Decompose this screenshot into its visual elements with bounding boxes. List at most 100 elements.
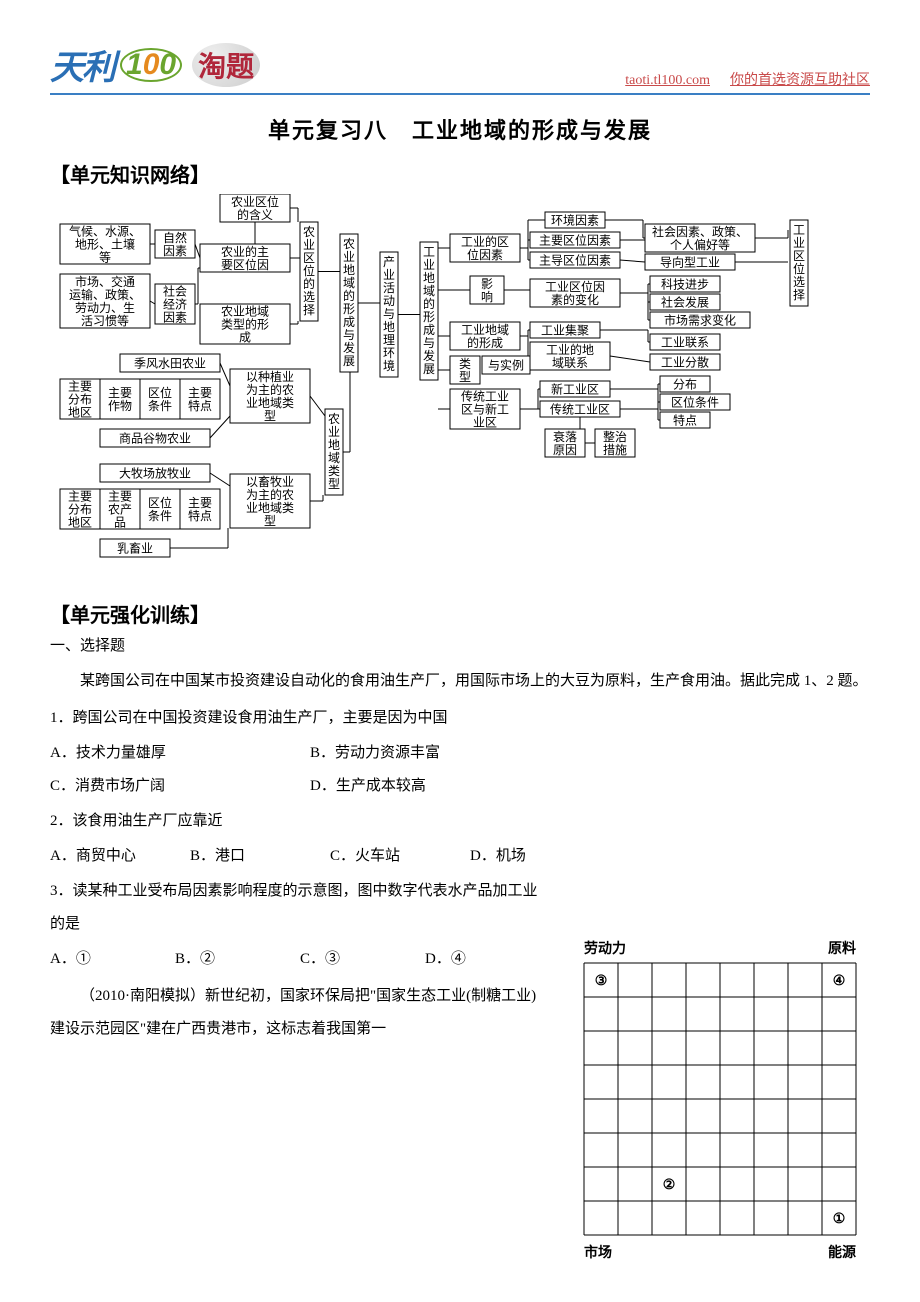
svg-text:展: 展 — [343, 354, 355, 368]
logo-taoti: 淘题 — [192, 43, 260, 87]
svg-text:主要: 主要 — [68, 380, 92, 394]
svg-text:特点: 特点 — [673, 413, 697, 428]
svg-text:主导区位因素: 主导区位因素 — [539, 253, 611, 268]
svg-text:环: 环 — [383, 346, 395, 360]
svg-text:形: 形 — [343, 302, 355, 316]
q2-options: A．商贸中心 B．港口 C．火车站 D．机场 — [50, 840, 870, 873]
svg-text:区位条件: 区位条件 — [671, 395, 719, 410]
svg-text:形: 形 — [423, 310, 435, 324]
svg-text:工: 工 — [423, 245, 435, 259]
svg-text:位因素: 位因素 — [467, 247, 503, 262]
svg-text:社会因素、政策、: 社会因素、政策、 — [652, 224, 748, 239]
header-tagline: 你的首选资源互助社区 — [730, 69, 870, 89]
svg-text:市场、交通: 市场、交通 — [75, 274, 135, 289]
svg-text:农业的主: 农业的主 — [221, 244, 269, 259]
svg-text:活: 活 — [383, 281, 395, 295]
svg-text:能源: 能源 — [828, 1244, 856, 1261]
svg-text:型: 型 — [264, 409, 276, 423]
svg-text:工业分散: 工业分散 — [661, 355, 709, 370]
svg-text:农业地域: 农业地域 — [221, 305, 269, 319]
svg-text:业: 业 — [423, 258, 435, 272]
svg-text:型: 型 — [328, 477, 340, 491]
svg-text:整治: 整治 — [603, 429, 627, 444]
svg-text:择: 择 — [303, 303, 315, 317]
svg-text:工业联系: 工业联系 — [661, 336, 709, 350]
svg-text:乳畜业: 乳畜业 — [117, 541, 153, 556]
svg-text:地: 地 — [328, 438, 340, 452]
svg-text:要区位因: 要区位因 — [221, 257, 269, 272]
svg-text:品: 品 — [114, 516, 126, 530]
svg-text:展: 展 — [423, 362, 435, 376]
svg-text:的: 的 — [423, 296, 435, 311]
svg-text:特点: 特点 — [188, 508, 212, 523]
tail-paragraph: （2010·南阳模拟）新世纪初，国家环保局把"国家生态工业(制糖工业)建设示范园… — [50, 980, 550, 1046]
svg-text:成: 成 — [239, 331, 251, 345]
svg-text:类: 类 — [459, 357, 471, 371]
svg-text:因素: 因素 — [163, 311, 187, 325]
svg-text:类型的形: 类型的形 — [221, 317, 269, 332]
svg-text:的含义: 的含义 — [237, 207, 273, 222]
svg-text:动: 动 — [383, 294, 395, 308]
svg-text:社会: 社会 — [163, 284, 187, 299]
svg-text:发: 发 — [423, 348, 435, 363]
q1-opt-a: A．技术力量雄厚 — [50, 737, 310, 770]
svg-text:业: 业 — [303, 238, 315, 252]
svg-text:型: 型 — [264, 514, 276, 528]
svg-text:工业区位因: 工业区位因 — [545, 279, 605, 294]
svg-text:择: 择 — [793, 288, 805, 302]
svg-text:域: 域 — [343, 276, 355, 290]
svg-text:分布: 分布 — [673, 378, 697, 392]
svg-text:地区: 地区 — [68, 516, 92, 530]
svg-text:③: ③ — [595, 974, 608, 989]
svg-text:大牧场放牧业: 大牧场放牧业 — [119, 466, 191, 481]
q2-stem: 2．该食用油生产厂应靠近 — [50, 805, 870, 838]
svg-text:成: 成 — [423, 323, 435, 337]
svg-text:为主的农: 为主的农 — [246, 487, 294, 502]
svg-text:市场需求变化: 市场需求变化 — [664, 313, 736, 328]
svg-text:地区: 地区 — [68, 406, 92, 420]
svg-text:区与新工: 区与新工 — [461, 402, 509, 417]
svg-text:工业集聚: 工业集聚 — [541, 323, 589, 338]
intro-paragraph: 某跨国公司在中国某市投资建设自动化的食用油生产厂，用国际市场上的大豆为原料，生产… — [50, 665, 870, 698]
svg-text:与: 与 — [383, 307, 395, 321]
header-url[interactable]: taoti.tl100.com — [625, 73, 710, 89]
svg-text:成: 成 — [343, 315, 355, 329]
svg-text:导向型工业: 导向型工业 — [660, 255, 720, 270]
svg-text:业: 业 — [328, 425, 340, 439]
svg-text:原因: 原因 — [553, 443, 577, 457]
svg-text:主要区位因素: 主要区位因素 — [539, 233, 611, 248]
q3-opt-d: D．④ — [425, 943, 550, 976]
svg-text:区: 区 — [303, 251, 315, 265]
svg-text:与: 与 — [423, 336, 435, 350]
svg-text:②: ② — [663, 1178, 676, 1193]
svg-text:选: 选 — [793, 275, 805, 289]
section-knowledge-network: 【单元知识网络】 — [50, 159, 870, 188]
svg-text:地形、土壤: 地形、土壤 — [75, 237, 135, 252]
svg-text:个人偏好等: 个人偏好等 — [670, 237, 730, 252]
q2-opt-c: C．火车站 — [330, 840, 470, 873]
svg-text:工业地域: 工业地域 — [461, 323, 509, 337]
lower-body: 2．该食用油生产厂应靠近 A．商贸中心 B．港口 C．火车站 D．机场 3．读某… — [50, 805, 870, 1046]
svg-text:因素: 因素 — [163, 244, 187, 258]
q1-opt-d: D．生产成本较高 — [310, 770, 570, 803]
svg-text:环境因素: 环境因素 — [551, 213, 599, 228]
svg-text:素的变化: 素的变化 — [551, 292, 599, 307]
svg-text:①: ① — [833, 1212, 846, 1227]
svg-text:农: 农 — [343, 237, 355, 251]
svg-text:域: 域 — [423, 284, 435, 298]
svg-text:业: 业 — [383, 268, 395, 282]
svg-text:工业的区: 工业的区 — [461, 234, 509, 249]
svg-text:工业的地: 工业的地 — [546, 342, 594, 357]
q2-opt-a: A．商贸中心 — [50, 840, 190, 873]
svg-text:型: 型 — [459, 370, 471, 384]
svg-text:的: 的 — [343, 288, 355, 303]
svg-text:农: 农 — [303, 225, 315, 239]
q3-opt-c: C．③ — [300, 943, 425, 976]
svg-text:原料: 原料 — [828, 940, 856, 957]
svg-text:条件: 条件 — [148, 509, 172, 523]
factor-chart: 劳动力原料市场能源①②③④ — [560, 935, 880, 1280]
svg-text:业地域类: 业地域类 — [246, 396, 294, 410]
svg-text:与实例: 与实例 — [488, 358, 524, 373]
section-exercises: 【单元强化训练】 — [50, 599, 870, 628]
svg-text:农产: 农产 — [108, 503, 132, 517]
